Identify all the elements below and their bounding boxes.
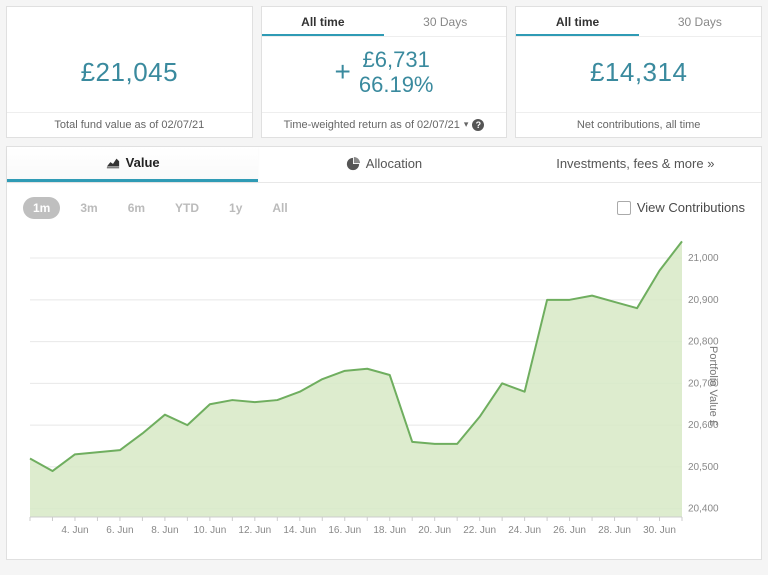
card-footer-text: Total fund value as of 02/07/21 xyxy=(54,119,204,131)
card-tab-30-days[interactable]: 30 Days xyxy=(639,7,761,36)
svg-text:28. Jun: 28. Jun xyxy=(598,525,631,536)
tab-label: Investments, fees & more » xyxy=(556,146,714,182)
card-body: + £6,731 66.19% xyxy=(262,37,507,112)
chevron-down-icon: ▾ xyxy=(464,119,469,130)
card-footer[interactable]: Time-weighted return as of 02/07/21 ▾ ? xyxy=(262,112,507,137)
svg-text:21,000: 21,000 xyxy=(688,253,719,264)
return-sign: + xyxy=(335,56,351,88)
svg-text:6. Jun: 6. Jun xyxy=(106,525,133,536)
view-contributions-toggle[interactable]: View Contributions xyxy=(617,200,745,215)
main-panel: Value Allocation Investments, fees & mor… xyxy=(6,146,762,560)
card-tab-all-time[interactable]: All time xyxy=(262,7,384,36)
card-tabs: All time 30 Days xyxy=(262,7,507,37)
svg-text:10. Jun: 10. Jun xyxy=(193,525,226,536)
card-body: £14,314 xyxy=(516,37,761,112)
chart-controls: 1m 3m 6m YTD 1y All View Contributions xyxy=(17,197,751,227)
card-contributions: All time 30 Days £14,314 Net contributio… xyxy=(515,6,762,138)
svg-text:20,900: 20,900 xyxy=(688,294,719,305)
svg-text:20,500: 20,500 xyxy=(688,461,719,472)
range-buttons: 1m 3m 6m YTD 1y All xyxy=(23,197,298,219)
summary-cards: £21,045 Total fund value as of 02/07/21 … xyxy=(6,6,762,138)
total-fund-value: £21,045 xyxy=(81,57,178,88)
chart-area-icon xyxy=(106,156,120,170)
svg-text:22. Jun: 22. Jun xyxy=(463,525,496,536)
net-contributions-value: £14,314 xyxy=(590,57,687,88)
card-tab-30-days[interactable]: 30 Days xyxy=(384,7,506,36)
card-footer: Net contributions, all time xyxy=(516,112,761,137)
card-footer: Total fund value as of 02/07/21 xyxy=(7,112,252,137)
card-spacer xyxy=(7,7,252,37)
main-tabs: Value Allocation Investments, fees & mor… xyxy=(7,147,761,183)
card-body: £21,045 xyxy=(7,37,252,112)
card-total-value: £21,045 Total fund value as of 02/07/21 xyxy=(6,6,253,138)
range-ytd[interactable]: YTD xyxy=(165,197,209,219)
svg-text:24. Jun: 24. Jun xyxy=(508,525,541,536)
card-return: All time 30 Days + £6,731 66.19% Time-we… xyxy=(261,6,508,138)
svg-text:12. Jun: 12. Jun xyxy=(238,525,271,536)
range-6m[interactable]: 6m xyxy=(118,197,155,219)
tab-value[interactable]: Value xyxy=(7,147,258,182)
help-icon[interactable]: ? xyxy=(472,119,484,131)
card-tab-all-time[interactable]: All time xyxy=(516,7,638,36)
range-1m[interactable]: 1m xyxy=(23,197,60,219)
card-footer-text: Time-weighted return as of 02/07/21 xyxy=(284,119,460,131)
svg-text:16. Jun: 16. Jun xyxy=(328,525,361,536)
svg-text:8. Jun: 8. Jun xyxy=(151,525,178,536)
return-display: + £6,731 66.19% xyxy=(335,47,434,98)
tab-allocation[interactable]: Allocation xyxy=(258,147,509,182)
tab-label: Allocation xyxy=(366,146,422,182)
portfolio-value-chart[interactable]: 20,40020,50020,60020,70020,80020,90021,0… xyxy=(17,227,751,545)
tab-more[interactable]: Investments, fees & more » xyxy=(510,147,761,182)
view-contributions-label: View Contributions xyxy=(637,200,745,215)
chart-area: 1m 3m 6m YTD 1y All View Contributions 20,400… xyxy=(7,183,761,559)
svg-text:30. Jun: 30. Jun xyxy=(643,525,676,536)
svg-text:4. Jun: 4. Jun xyxy=(61,525,88,536)
pie-chart-icon xyxy=(346,157,360,171)
svg-text:26. Jun: 26. Jun xyxy=(553,525,586,536)
range-1y[interactable]: 1y xyxy=(219,197,252,219)
svg-text:14. Jun: 14. Jun xyxy=(283,525,316,536)
return-percent: 66.19% xyxy=(359,72,434,97)
svg-text:18. Jun: 18. Jun xyxy=(373,525,406,536)
y-axis-label: Portfolio Value £ xyxy=(707,346,719,426)
range-all[interactable]: All xyxy=(262,197,297,219)
card-tabs: All time 30 Days xyxy=(516,7,761,37)
svg-text:20. Jun: 20. Jun xyxy=(418,525,451,536)
svg-text:20,400: 20,400 xyxy=(688,503,719,514)
return-amount: £6,731 xyxy=(359,47,434,72)
card-footer-text: Net contributions, all time xyxy=(577,119,701,131)
chart-container[interactable]: 20,40020,50020,60020,70020,80020,90021,0… xyxy=(17,227,751,545)
tab-label: Value xyxy=(126,145,160,181)
return-values: £6,731 66.19% xyxy=(359,47,434,98)
range-3m[interactable]: 3m xyxy=(70,197,107,219)
checkbox-icon[interactable] xyxy=(617,201,631,215)
